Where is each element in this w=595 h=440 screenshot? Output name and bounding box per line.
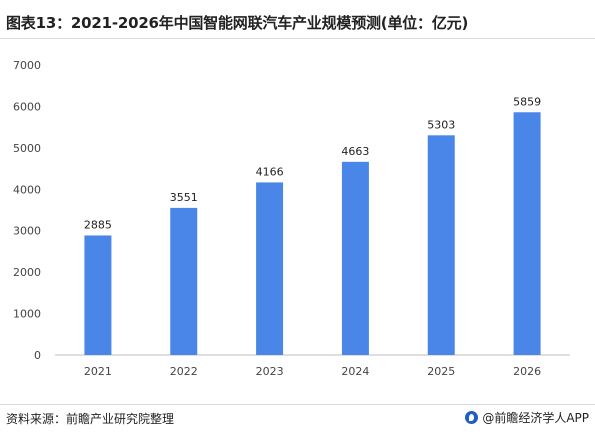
data-label: 3551 — [170, 191, 198, 204]
bar — [256, 182, 284, 355]
y-tick-label: 5000 — [13, 142, 41, 155]
bar — [427, 135, 455, 355]
x-tick-label: 2021 — [84, 365, 112, 378]
footer-divider — [0, 404, 595, 405]
source-note: 资料来源：前瞻产业研究院整理 — [6, 412, 175, 426]
y-tick-label: 4000 — [13, 183, 41, 196]
x-tick-label: 2024 — [341, 365, 369, 378]
y-tick-label: 1000 — [13, 308, 41, 321]
brand-logo-icon — [465, 411, 479, 424]
title-divider — [0, 38, 595, 39]
y-tick-label: 0 — [34, 349, 41, 362]
y-tick-label: 7000 — [13, 59, 41, 72]
x-tick-label: 2023 — [256, 365, 284, 378]
x-tick-label: 2026 — [513, 365, 541, 378]
x-tick-label: 2025 — [427, 365, 455, 378]
bar — [513, 112, 541, 356]
data-label: 2885 — [84, 218, 112, 231]
data-label: 5859 — [513, 95, 541, 108]
bar — [84, 235, 112, 355]
chart-title: 图表13：2021-2026年中国智能网联汽车产业规模预测(单位：亿元) — [6, 14, 469, 32]
y-tick-label: 2000 — [13, 266, 41, 279]
y-tick-label: 3000 — [13, 225, 41, 238]
brand-label: @前瞻经济学人APP — [482, 411, 589, 425]
bar-chart: 0 1000 2000 3000 4000 5000 6000 7000 2885 2021 355… — [13, 59, 570, 378]
x-tick-label: 2022 — [170, 365, 198, 378]
brand-credit: @前瞻经济学人APP — [465, 409, 589, 426]
bar — [341, 161, 369, 355]
bar — [170, 207, 198, 355]
data-label: 4166 — [256, 165, 284, 178]
data-label: 4663 — [341, 145, 369, 158]
data-label: 5303 — [427, 118, 455, 131]
y-tick-label: 6000 — [13, 100, 41, 113]
